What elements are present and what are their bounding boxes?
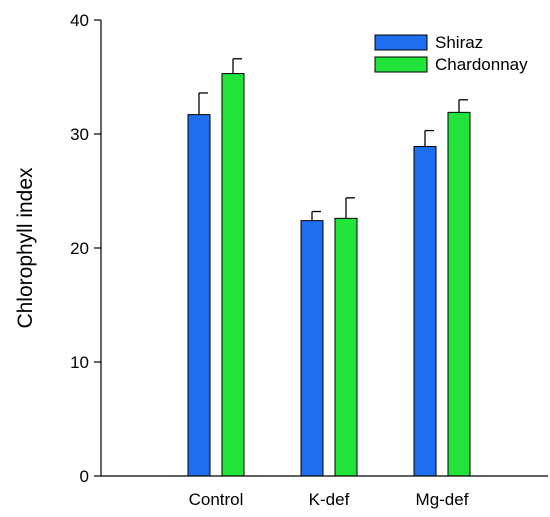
y-tick-label-0: 0 xyxy=(80,467,89,486)
bars xyxy=(187,73,471,477)
bar-chardonnay-control xyxy=(221,73,245,477)
bar-shiraz-mg-def xyxy=(413,146,437,477)
y-tick-label-30: 30 xyxy=(70,125,89,144)
y-tick-label-20: 20 xyxy=(70,239,89,258)
y-tick-label-40: 40 xyxy=(70,11,89,30)
bar-shiraz-control xyxy=(187,114,211,477)
x-tick-label-mg-def: Mg-def xyxy=(416,490,469,509)
bar-shiraz-k-def xyxy=(300,220,324,477)
x-tick-label-control: Control xyxy=(189,490,244,509)
y-tick-label-10: 10 xyxy=(70,353,89,372)
axes: 0 10 20 30 40 Control K-def Mg-def xyxy=(70,11,548,509)
legend-swatch-chardonnay xyxy=(374,56,428,73)
y-axis-title: Chlorophyll index xyxy=(14,167,37,329)
error-bars xyxy=(198,58,468,221)
legend-swatch-shiraz xyxy=(374,34,428,51)
legend-label-shiraz: Shiraz xyxy=(435,33,483,52)
legend-label-chardonnay: Chardonnay xyxy=(435,55,528,74)
bar-chardonnay-mg-def xyxy=(447,111,471,477)
bar-chardonnay-k-def xyxy=(334,217,358,477)
legend: Shiraz Chardonnay xyxy=(374,33,528,74)
x-tick-label-k-def: K-def xyxy=(309,490,350,509)
